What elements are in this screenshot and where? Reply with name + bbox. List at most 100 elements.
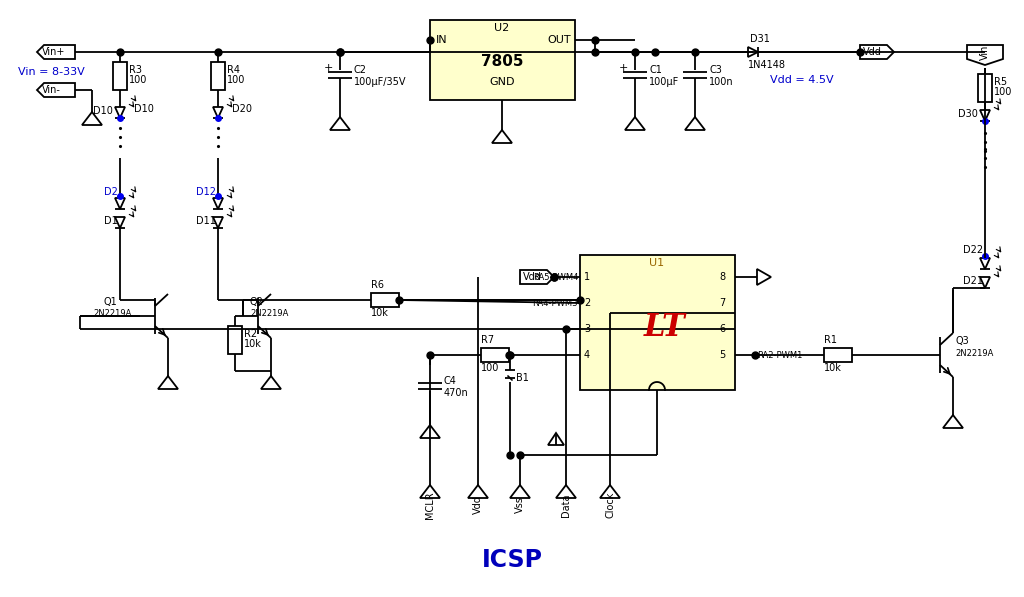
Polygon shape: [492, 130, 512, 143]
Bar: [580, 255, 735, 390]
Text: 100μF/35V: 100μF/35V: [354, 77, 407, 87]
Polygon shape: [213, 107, 223, 118]
Text: D20: D20: [232, 104, 252, 114]
Text: 10k: 10k: [824, 363, 842, 373]
Polygon shape: [625, 117, 645, 130]
Text: ICSP: ICSP: [481, 548, 543, 572]
Text: 1: 1: [584, 272, 590, 282]
Polygon shape: [548, 433, 564, 445]
Text: 100: 100: [129, 75, 147, 85]
Text: 4: 4: [584, 350, 590, 360]
Polygon shape: [261, 376, 281, 389]
Text: Vss: Vss: [515, 497, 525, 513]
Polygon shape: [860, 45, 894, 59]
Text: 8: 8: [719, 272, 725, 282]
Text: 10k: 10k: [371, 308, 389, 318]
Polygon shape: [943, 415, 963, 428]
Text: GND: GND: [489, 77, 515, 87]
Text: R4: R4: [227, 65, 240, 75]
Text: Clock: Clock: [605, 492, 615, 518]
Polygon shape: [556, 485, 575, 498]
Text: Q2: Q2: [250, 297, 264, 307]
Text: D1: D1: [104, 216, 118, 226]
Text: 470n: 470n: [444, 388, 469, 398]
Text: 100μF: 100μF: [649, 77, 679, 87]
Text: R1: R1: [824, 335, 837, 345]
Polygon shape: [213, 217, 223, 228]
Text: D21: D21: [963, 276, 983, 286]
Text: C1: C1: [649, 65, 662, 75]
Bar: [978, 74, 992, 102]
Text: 100: 100: [227, 75, 246, 85]
Text: +: +: [324, 63, 334, 73]
Polygon shape: [967, 45, 1002, 65]
Text: R7: R7: [481, 335, 495, 345]
Polygon shape: [115, 198, 125, 209]
Polygon shape: [468, 485, 488, 498]
Text: B1: B1: [516, 373, 528, 383]
Polygon shape: [115, 217, 125, 228]
Polygon shape: [37, 83, 75, 97]
Text: RA4-PWM3: RA4-PWM3: [532, 298, 578, 307]
Text: Vdd: Vdd: [473, 496, 483, 515]
Text: Q3: Q3: [955, 336, 969, 346]
Text: Data: Data: [561, 493, 571, 517]
Text: +: +: [618, 63, 629, 73]
Text: Vdd = 4.5V: Vdd = 4.5V: [770, 75, 834, 85]
Polygon shape: [757, 269, 771, 285]
Text: D11: D11: [197, 216, 216, 226]
Text: D10: D10: [93, 106, 113, 116]
Polygon shape: [980, 110, 990, 121]
Text: RA5-PWM4: RA5-PWM4: [532, 272, 578, 282]
Text: IN: IN: [436, 35, 447, 45]
Polygon shape: [748, 47, 758, 57]
Text: D2: D2: [104, 187, 118, 197]
Text: D31: D31: [750, 34, 770, 44]
Polygon shape: [330, 117, 350, 130]
Bar: [228, 326, 242, 354]
Text: 100n: 100n: [709, 77, 733, 87]
Text: Vin-: Vin-: [42, 85, 60, 95]
Text: RA2-PWM1: RA2-PWM1: [757, 350, 803, 359]
Text: D10: D10: [134, 104, 154, 114]
Text: R3: R3: [129, 65, 142, 75]
Polygon shape: [685, 117, 705, 130]
Text: Vdd: Vdd: [523, 272, 542, 282]
Text: Vin: Vin: [980, 44, 990, 60]
Text: C2: C2: [354, 65, 367, 75]
Text: 6: 6: [719, 324, 725, 334]
Text: 5: 5: [719, 350, 725, 360]
Text: LT: LT: [644, 312, 686, 343]
Polygon shape: [520, 270, 554, 284]
Bar: [113, 62, 127, 90]
Text: OUT: OUT: [547, 35, 570, 45]
Text: 2N2219A: 2N2219A: [955, 349, 993, 358]
Polygon shape: [510, 485, 530, 498]
Text: D12: D12: [196, 187, 216, 197]
Text: U2: U2: [495, 23, 510, 33]
Polygon shape: [82, 112, 102, 125]
Polygon shape: [600, 485, 620, 498]
Text: R5: R5: [994, 77, 1008, 87]
Polygon shape: [980, 277, 990, 288]
Text: R6: R6: [371, 280, 384, 290]
Text: Vin+: Vin+: [42, 47, 66, 57]
Text: 3: 3: [584, 324, 590, 334]
Bar: [824, 348, 852, 362]
Polygon shape: [213, 198, 223, 209]
Text: 2N2219A: 2N2219A: [93, 309, 131, 319]
Text: 100: 100: [994, 87, 1013, 97]
Text: Q1: Q1: [103, 297, 117, 307]
Polygon shape: [37, 45, 75, 59]
Bar: [430, 20, 575, 100]
Bar: [371, 293, 399, 307]
Polygon shape: [980, 258, 990, 269]
Text: Vdd: Vdd: [863, 47, 882, 57]
Polygon shape: [420, 485, 440, 498]
Text: 100: 100: [481, 363, 500, 373]
Polygon shape: [420, 425, 440, 438]
Text: D30: D30: [958, 109, 978, 119]
Text: 2: 2: [584, 298, 590, 308]
Text: 7: 7: [719, 298, 725, 308]
Text: Vin = 8-33V: Vin = 8-33V: [18, 67, 85, 77]
